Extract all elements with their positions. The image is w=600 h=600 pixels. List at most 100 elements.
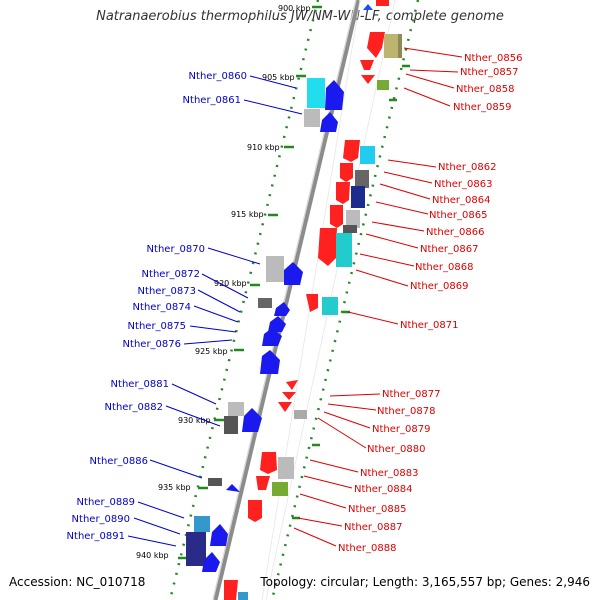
gene-box[interactable]: [304, 109, 320, 127]
gene-box[interactable]: [343, 225, 357, 233]
gene-box[interactable]: [336, 233, 352, 267]
gene-arrow[interactable]: [360, 60, 374, 70]
gene-label-nther-0876[interactable]: Nther_0876: [123, 339, 181, 350]
gene-arrow[interactable]: [330, 205, 343, 228]
gene-box[interactable]: [351, 186, 365, 208]
gene-label-nther-0860[interactable]: Nther_0860: [189, 71, 247, 82]
gene-label-nther-0879[interactable]: Nther_0879: [372, 424, 430, 435]
gene-box[interactable]: [355, 170, 369, 188]
gene-label-nther-0878[interactable]: Nther_0878: [377, 406, 435, 417]
leader-line: [201, 273, 249, 299]
gene-arrow[interactable]: [248, 500, 262, 522]
gene-box[interactable]: [346, 210, 360, 228]
gene-label-nther-0859[interactable]: Nther_0859: [453, 102, 511, 113]
gene-arrow[interactable]: [361, 75, 375, 84]
gene-label-nther-0870[interactable]: Nther_0870: [147, 244, 205, 255]
gene-label-nther-0856[interactable]: Nther_0856: [464, 53, 522, 64]
gene-arrow[interactable]: [284, 262, 303, 285]
gene-label-nther-0886[interactable]: Nther_0886: [90, 456, 148, 467]
gene-arrow[interactable]: [256, 476, 270, 490]
gene-label-nther-0866[interactable]: Nther_0866: [426, 227, 484, 238]
gene-box[interactable]: [278, 457, 294, 479]
gene-arrow[interactable]: [202, 552, 220, 572]
gene-label-nther-0885[interactable]: Nther_0885: [348, 504, 406, 515]
gene-label-nther-0881[interactable]: Nther_0881: [111, 379, 169, 390]
leader-line: [403, 47, 463, 58]
gene-box[interactable]: [224, 416, 238, 434]
gene-label-nther-0880[interactable]: Nther_0880: [367, 444, 425, 455]
gene-box[interactable]: [360, 146, 375, 164]
gene-arrow[interactable]: [306, 294, 318, 312]
gene-box[interactable]: [272, 482, 288, 496]
gene-arrow[interactable]: [343, 140, 360, 162]
gene-arrow[interactable]: [226, 484, 240, 492]
gene-arrow[interactable]: [268, 316, 286, 332]
gene-label-nther-0884[interactable]: Nther_0884: [354, 484, 412, 495]
gene-arrow[interactable]: [282, 392, 296, 400]
leader-line: [249, 75, 297, 89]
gene-label-nther-0864[interactable]: Nther_0864: [432, 195, 490, 206]
gene-box[interactable]: [307, 78, 325, 108]
gene-box[interactable]: [258, 298, 272, 308]
leader-line: [327, 403, 377, 411]
gene-label-nther-0873[interactable]: Nther_0873: [138, 286, 196, 297]
gene-label-nther-0868[interactable]: Nther_0868: [415, 262, 473, 273]
gene-box[interactable]: [186, 532, 206, 566]
leader-line: [297, 517, 343, 527]
gene-arrow[interactable]: [318, 228, 337, 266]
gene-label-nther-0872[interactable]: Nther_0872: [142, 269, 200, 280]
gene-label-nther-0877[interactable]: Nther_0877: [382, 389, 440, 400]
gene-arrow[interactable]: [260, 452, 277, 474]
gene-box[interactable]: [238, 592, 248, 600]
gene-arrow[interactable]: [363, 4, 373, 10]
gene-label-nther-0867[interactable]: Nther_0867: [420, 244, 478, 255]
gene-arrow[interactable]: [274, 302, 290, 316]
tick-label: 910 kbp: [247, 143, 280, 152]
gene-label-nther-0874[interactable]: Nther_0874: [133, 302, 191, 313]
gene-label-nther-0888[interactable]: Nther_0888: [338, 543, 396, 554]
leader-lines: [127, 47, 463, 547]
gene-label-nther-0857[interactable]: Nther_0857: [460, 67, 518, 78]
gene-arrow[interactable]: [210, 524, 228, 546]
gene-arrow[interactable]: [242, 408, 262, 432]
gene-arrow[interactable]: [286, 380, 298, 390]
gene-label-nther-0871[interactable]: Nther_0871: [400, 320, 458, 331]
gene-label-nther-0862[interactable]: Nther_0862: [438, 162, 496, 173]
gene-arrow[interactable]: [320, 112, 338, 132]
gene-box[interactable]: [194, 516, 210, 532]
tick-label: 925 kbp: [195, 347, 228, 356]
leader-line: [365, 233, 419, 249]
gene-label-nther-0869[interactable]: Nther_0869: [410, 281, 468, 292]
gene-label-nther-0875[interactable]: Nther_0875: [128, 321, 186, 332]
gene-box[interactable]: [208, 478, 222, 486]
gene-arrow[interactable]: [340, 163, 353, 182]
gene-label-nther-0890[interactable]: Nther_0890: [72, 514, 130, 525]
gene-box[interactable]: [322, 297, 338, 315]
gene-box[interactable]: [377, 80, 389, 90]
leader-line: [375, 201, 429, 215]
gene-arrow[interactable]: [376, 0, 389, 6]
gene-label-nther-0882[interactable]: Nther_0882: [105, 402, 163, 413]
gene-label-nther-0863[interactable]: Nther_0863: [434, 179, 492, 190]
gene-box[interactable]: [228, 402, 244, 416]
gene-label-nther-0883[interactable]: Nther_0883: [360, 468, 418, 479]
leader-line: [207, 247, 261, 265]
gene-arrow[interactable]: [260, 350, 280, 374]
gene-label-nther-0887[interactable]: Nther_0887: [344, 522, 402, 533]
gene-box[interactable]: [398, 34, 402, 58]
gene-label-nther-0889[interactable]: Nther_0889: [77, 497, 135, 508]
gene-arrow[interactable]: [262, 328, 282, 346]
tick-label: 935 kbp: [158, 483, 191, 492]
gene-arrow[interactable]: [325, 80, 344, 110]
gene-box[interactable]: [294, 410, 307, 419]
gene-label-nther-0858[interactable]: Nther_0858: [456, 84, 514, 95]
gene-box[interactable]: [266, 256, 284, 282]
gene-arrow[interactable]: [224, 580, 238, 600]
gene-arrow[interactable]: [278, 402, 292, 412]
gene-label-nther-0865[interactable]: Nther_0865: [429, 210, 487, 221]
gene-arrow[interactable]: [336, 182, 350, 204]
gene-label-nther-0861[interactable]: Nther_0861: [183, 95, 241, 106]
gene-label-nther-0891[interactable]: Nther_0891: [67, 531, 125, 542]
gene-box[interactable]: [384, 34, 400, 58]
gene-arrow[interactable]: [367, 32, 385, 58]
